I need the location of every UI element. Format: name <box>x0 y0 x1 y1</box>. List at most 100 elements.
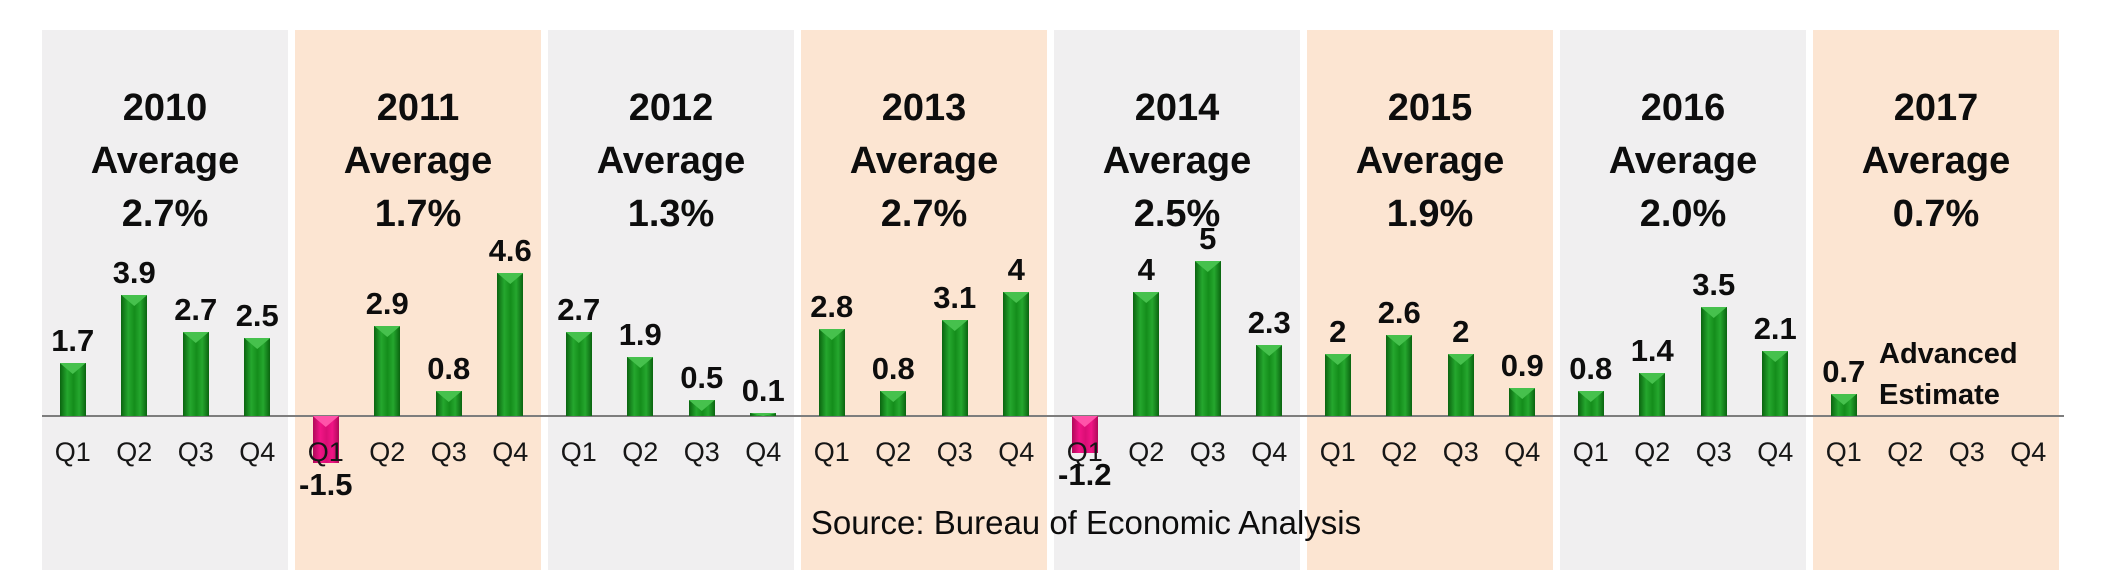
year-title-average-word: Average <box>1608 140 1758 182</box>
year-title-average-word: Average <box>90 140 240 182</box>
quarter-label: Q1 <box>560 437 597 467</box>
bar-2012-q1 <box>565 332 592 416</box>
quarter-label: Q2 <box>369 437 406 467</box>
quarter-label: Q2 <box>875 437 912 467</box>
value-label: 0.8 <box>427 351 471 386</box>
bar-top-bevel-icon <box>941 320 968 331</box>
value-label: 1.7 <box>51 323 95 358</box>
value-label: 3.1 <box>933 280 977 315</box>
bar-2015-q3 <box>1447 354 1474 416</box>
quarter-label: Q4 <box>745 437 782 467</box>
year-panel-2012: 2012 Average 1.3% <box>548 30 794 570</box>
year-title: 2010 Average 2.7% <box>42 82 288 241</box>
advanced-estimate-annotation: Advanced Estimate <box>1879 334 2018 416</box>
value-label: 3.9 <box>112 255 156 290</box>
quarter-label: Q2 <box>1128 437 1165 467</box>
value-label: 0.8 <box>871 351 915 386</box>
year-title-average-word: Average <box>1355 140 1505 182</box>
value-label: 4.6 <box>488 233 532 268</box>
bar-2013-q2 <box>880 391 907 416</box>
year-title-year: 2015 <box>1387 87 1473 129</box>
bar-top-bevel-icon <box>435 391 462 402</box>
bar-2011-q1 <box>312 416 339 463</box>
bar-top-bevel-icon <box>497 273 524 284</box>
bar-2012-q3 <box>688 400 715 416</box>
year-panel-2014: 2014 Average 2.5% <box>1054 30 1300 570</box>
bar-top-bevel-icon <box>1133 292 1160 303</box>
value-label: 2.8 <box>810 289 854 324</box>
value-label: 1.9 <box>618 317 662 352</box>
year-panel-2017: 2017 Average 0.7% <box>1813 30 2059 570</box>
bar-2011-q3 <box>435 391 462 416</box>
year-title-average-word: Average <box>596 140 746 182</box>
bar-top-bevel-icon <box>312 416 339 427</box>
year-title-year: 2014 <box>1134 87 1220 129</box>
year-title-average-value: 1.9% <box>1386 193 1474 235</box>
value-label: 2.9 <box>365 286 409 321</box>
bar-2016-q2 <box>1639 373 1666 416</box>
bar-top-bevel-icon <box>1386 335 1413 346</box>
year-title-average-value: 2.7% <box>121 193 209 235</box>
year-title-average-word: Average <box>1102 140 1252 182</box>
year-title-year: 2013 <box>881 87 967 129</box>
bar-2010-q3 <box>182 332 209 416</box>
quarter-label: Q3 <box>936 437 973 467</box>
value-label: 2.3 <box>1247 305 1291 340</box>
bar-top-bevel-icon <box>182 332 209 343</box>
bar-top-bevel-icon <box>1700 307 1727 318</box>
bar-2012-q4 <box>750 413 777 416</box>
value-label: 0.9 <box>1500 348 1544 383</box>
bar-2010-q4 <box>244 338 271 416</box>
year-title-average-word: Average <box>1861 140 2011 182</box>
quarter-label: Q4 <box>1757 437 1794 467</box>
year-panel-2015: 2015 Average 1.9% <box>1307 30 1553 570</box>
year-title-year: 2016 <box>1640 87 1726 129</box>
bar-2014-q2 <box>1133 292 1160 416</box>
bar-top-bevel-icon <box>1509 388 1536 399</box>
quarter-label: Q4 <box>1504 437 1541 467</box>
bar-top-bevel-icon <box>1577 391 1604 402</box>
year-title-average-value: 2.0% <box>1639 193 1727 235</box>
quarter-label: Q2 <box>1381 437 1418 467</box>
value-label: 0.7 <box>1822 354 1866 389</box>
bar-2013-q3 <box>941 320 968 416</box>
quarter-label: Q3 <box>177 437 214 467</box>
bar-2016-q4 <box>1762 351 1789 416</box>
x-axis-line <box>42 415 2064 417</box>
value-label: 2.5 <box>235 298 279 333</box>
year-title-average-value: 1.7% <box>374 193 462 235</box>
quarter-label: Q4 <box>1251 437 1288 467</box>
bar-2011-q4 <box>497 273 524 416</box>
year-title: 2017 Average 0.7% <box>1813 82 2059 241</box>
bar-top-bevel-icon <box>1447 354 1474 365</box>
bar-top-bevel-icon <box>880 391 907 402</box>
bar-top-bevel-icon <box>59 363 86 374</box>
value-label: 2.7 <box>557 292 601 327</box>
value-label: 0.8 <box>1569 351 1613 386</box>
bar-2016-q1 <box>1577 391 1604 416</box>
quarter-label: Q2 <box>1634 437 1671 467</box>
bar-top-bevel-icon <box>1256 345 1283 356</box>
bar-top-bevel-icon <box>1639 373 1666 384</box>
bar-2017-q1 <box>1830 394 1857 416</box>
quarter-label: Q1 <box>1319 437 1356 467</box>
year-panel-2016: 2016 Average 2.0% <box>1560 30 1806 570</box>
bar-top-bevel-icon <box>1194 261 1221 272</box>
year-title: 2013 Average 2.7% <box>801 82 1047 241</box>
bar-top-bevel-icon <box>627 357 654 368</box>
bar-top-bevel-icon <box>374 326 401 337</box>
year-title-average-value: 1.3% <box>627 193 715 235</box>
value-label: 4 <box>1137 252 1155 287</box>
quarter-label: Q3 <box>1189 437 1226 467</box>
year-title-average-value: 2.5% <box>1133 193 1221 235</box>
quarter-label: Q4 <box>998 437 1035 467</box>
annotation-line1: Advanced <box>1879 338 2018 370</box>
quarter-label: Q1 <box>307 437 344 467</box>
bar-2011-q2 <box>374 326 401 416</box>
value-label: 5 <box>1199 221 1217 256</box>
quarter-label: Q4 <box>2010 437 2047 467</box>
value-label: -1.2 <box>1058 457 1112 492</box>
annotation-line2: Estimate <box>1879 379 2000 411</box>
year-panel-2013: 2013 Average 2.7% <box>801 30 1047 570</box>
